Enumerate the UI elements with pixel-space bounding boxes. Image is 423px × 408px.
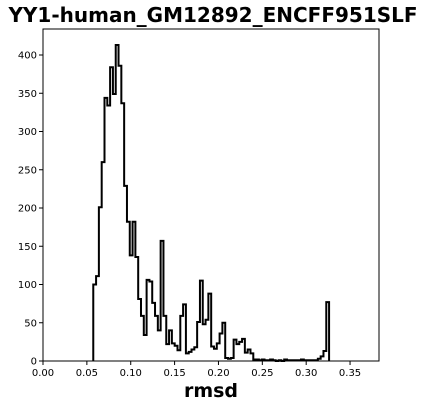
x-tick-label: 0.35 [339, 368, 361, 379]
y-tick-label: 200 [18, 204, 37, 215]
x-tick-label: 0.05 [76, 368, 98, 379]
x-tick-label: 0.00 [32, 368, 54, 379]
x-axis-label: rmsd [184, 380, 238, 402]
x-axis-ticks: 0.00 0.05 0.10 0.15 0.20 0.25 0.30 0.35 [32, 361, 361, 379]
chart-title: YY1-human_GM12892_ENCFF951SLF [7, 3, 417, 27]
y-tick-label: 350 [18, 89, 37, 100]
x-tick-label: 0.25 [251, 368, 273, 379]
y-tick-label: 100 [18, 280, 37, 291]
y-axis-ticks: 0 50 100 150 200 250 300 350 400 [18, 51, 43, 368]
y-tick-label: 400 [18, 51, 37, 62]
y-tick-label: 50 [24, 318, 37, 329]
x-tick-label: 0.30 [295, 368, 317, 379]
y-tick-label: 150 [18, 242, 37, 253]
histogram-step-line [92, 44, 331, 362]
x-tick-label: 0.10 [120, 368, 142, 379]
y-tick-label: 0 [31, 357, 37, 368]
y-tick-label: 250 [18, 165, 37, 176]
x-tick-label: 0.20 [207, 368, 229, 379]
plot-area [42, 28, 380, 362]
y-tick-label: 300 [18, 127, 37, 138]
x-tick-label: 0.15 [163, 368, 185, 379]
